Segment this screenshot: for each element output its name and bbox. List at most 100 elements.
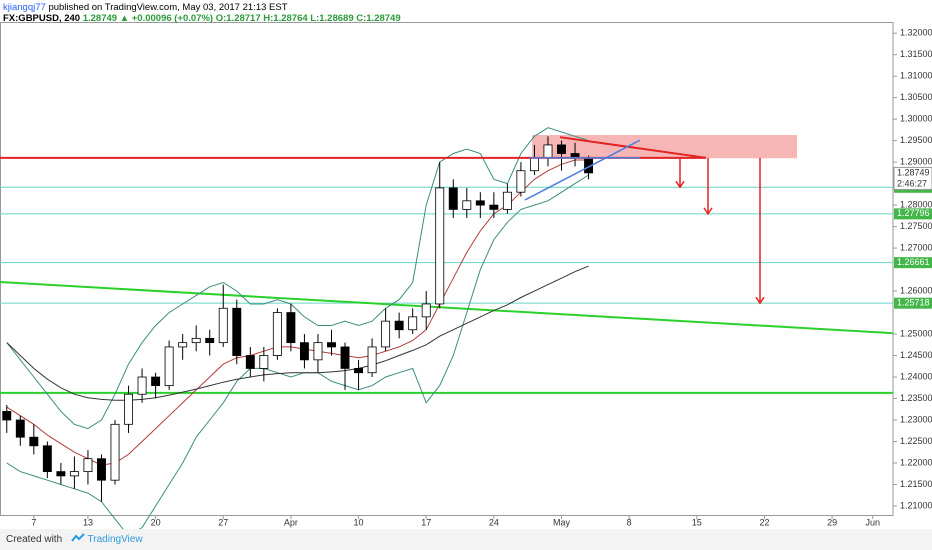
candle-body xyxy=(462,200,472,210)
candle-body xyxy=(367,346,377,374)
candle-body xyxy=(245,355,255,369)
candle-body xyxy=(502,191,512,210)
target-label-bg xyxy=(894,208,932,220)
y-tick-label: 1.22500 xyxy=(900,436,932,446)
y-tick-label: 1.30500 xyxy=(900,92,932,102)
indicator-line xyxy=(6,127,589,430)
y-tick-label: 1.29500 xyxy=(900,135,932,145)
x-tick-label: 20 xyxy=(151,517,161,527)
candle-body xyxy=(529,157,539,172)
price: 1.28749 xyxy=(82,13,118,24)
low: L:1.28689 xyxy=(310,13,354,24)
candle-body xyxy=(178,342,188,348)
wedge-top xyxy=(559,136,707,159)
y-tick-label: 1.23500 xyxy=(900,393,932,403)
footer: Created with TradingView xyxy=(0,529,932,550)
candle-body xyxy=(191,337,201,344)
target-label-bg xyxy=(894,257,932,269)
target-label: 1.25718 xyxy=(897,298,930,308)
y-tick-label: 1.31500 xyxy=(900,49,932,59)
candle-body xyxy=(164,346,174,387)
logo xyxy=(71,533,85,542)
candle-body xyxy=(475,200,485,206)
open: O:1.28717 xyxy=(215,13,261,24)
candle-body xyxy=(15,419,25,438)
x-tick-label: 7 xyxy=(31,517,36,527)
header-line-1: kjiangqj77 published on TradingView.com,… xyxy=(3,2,288,13)
candle-body xyxy=(489,204,499,210)
y-tick-label: 1.21500 xyxy=(900,479,932,489)
author[interactable]: kjiangqj77 xyxy=(3,2,46,13)
candle-body xyxy=(110,423,120,481)
candle-body xyxy=(313,342,323,361)
target-label-bg xyxy=(894,297,932,309)
y-tick-label: 1.25000 xyxy=(900,328,932,338)
candle-body xyxy=(29,436,39,447)
arrow-head xyxy=(703,207,713,216)
x-tick-label: 29 xyxy=(827,517,837,527)
close: C:1.28749 xyxy=(356,13,401,24)
x-tick-label: 13 xyxy=(83,517,93,527)
candle-body xyxy=(2,411,12,421)
x-tick-label: May xyxy=(553,517,571,527)
y-tick-label: 1.21000 xyxy=(900,500,932,510)
candle-body xyxy=(543,144,553,159)
symbol: FX:GBPUSD, 240 xyxy=(3,13,81,24)
candle-body xyxy=(151,376,161,387)
published: published on TradingView.com, May 03, 20… xyxy=(48,2,288,13)
candle-body xyxy=(557,144,566,154)
last-price: 1.28749 xyxy=(897,167,930,177)
candle-body xyxy=(516,170,526,193)
candle-body xyxy=(232,307,242,356)
y-tick-label: 1.29000 xyxy=(900,156,932,166)
x-tick-label: Jun xyxy=(865,517,880,527)
candle-body xyxy=(286,312,296,344)
created-with: Created with xyxy=(6,534,63,545)
x-tick-label: 17 xyxy=(421,517,431,527)
indicator-line xyxy=(6,174,589,529)
arrow-head xyxy=(675,180,685,189)
plot-border xyxy=(0,22,894,516)
brand[interactable]: TradingView xyxy=(87,534,143,545)
candle-body xyxy=(448,187,458,210)
y-tick-label: 1.30000 xyxy=(900,114,932,124)
candle-body xyxy=(97,458,106,481)
candle-body xyxy=(340,346,350,369)
candle-body xyxy=(327,342,336,348)
y-tick-label: 1.27000 xyxy=(900,242,932,252)
indicator-line xyxy=(6,159,589,466)
y-tick-label: 1.27500 xyxy=(900,221,932,231)
y-tick-label: 1.23000 xyxy=(900,414,932,424)
y-tick-label: 1.32000 xyxy=(900,28,932,38)
last-price-bg xyxy=(893,166,932,190)
wedge-bottom xyxy=(524,139,641,201)
candle-body xyxy=(354,368,364,374)
x-tick-label: 8 xyxy=(627,517,632,527)
candle-body xyxy=(381,320,391,348)
x-tick-label: 10 xyxy=(354,517,364,527)
target-label: 1.27796 xyxy=(897,208,930,218)
candle-body xyxy=(408,316,418,331)
indicator-line xyxy=(6,265,589,401)
candle-body xyxy=(56,471,66,477)
zone xyxy=(532,135,797,159)
trendline xyxy=(0,281,894,335)
high: H:1.28764 xyxy=(263,13,308,24)
candle-body xyxy=(299,342,309,361)
y-tick-label: 1.28000 xyxy=(900,199,932,209)
candle-body xyxy=(205,337,215,344)
y-tick-label: 1.22000 xyxy=(900,457,932,467)
x-tick-label: 22 xyxy=(759,517,769,527)
y-tick-label: 1.24500 xyxy=(900,350,932,360)
arrow-head xyxy=(755,296,765,305)
candle-body xyxy=(69,471,79,477)
candle-body xyxy=(272,312,282,356)
candle-body xyxy=(218,307,228,344)
countdown: 2:46:27 xyxy=(897,178,927,188)
candle-body xyxy=(137,376,147,395)
candle-body xyxy=(259,355,269,369)
x-tick-label: 15 xyxy=(692,517,702,527)
target-label: 1.26661 xyxy=(897,257,930,267)
candle-body xyxy=(42,445,52,472)
candle-body xyxy=(124,393,133,425)
